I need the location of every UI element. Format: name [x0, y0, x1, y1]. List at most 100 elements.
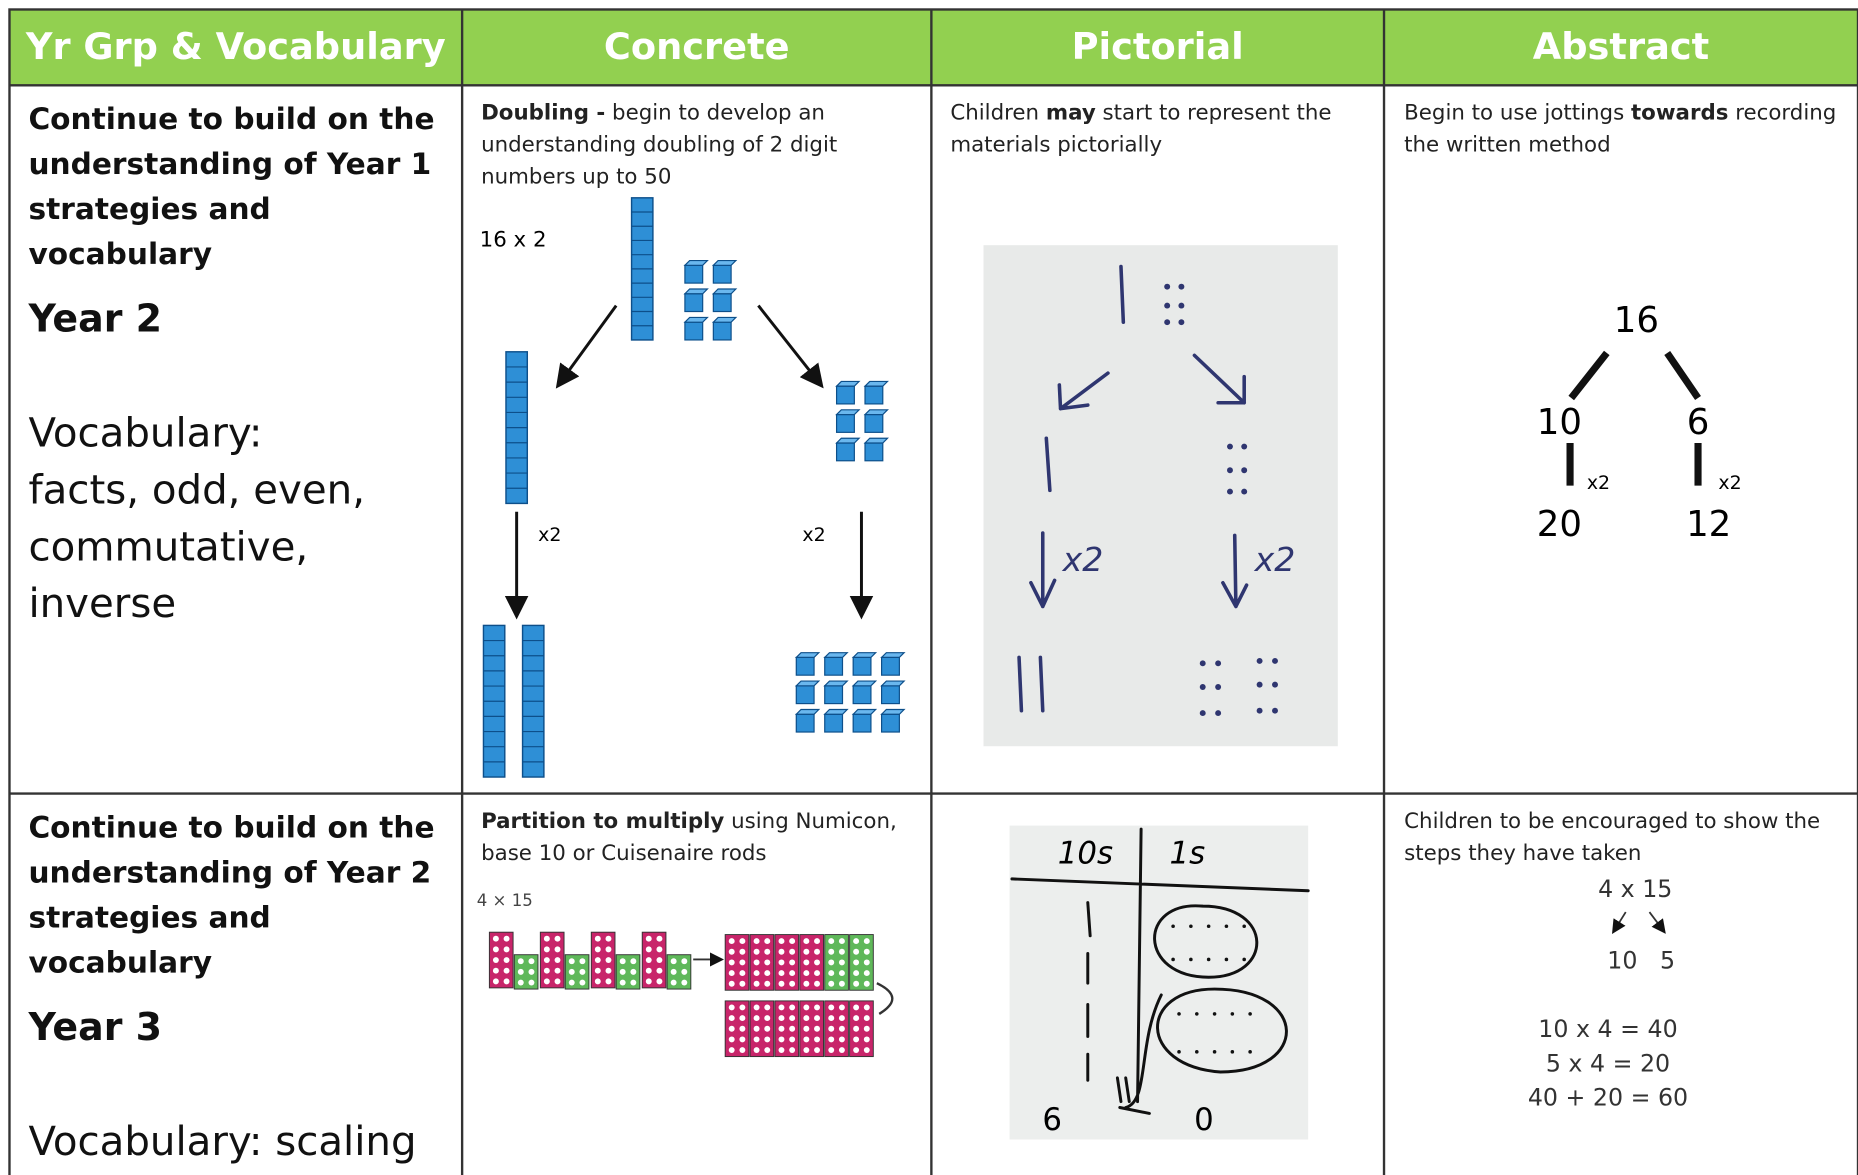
numicon-hole: [863, 970, 870, 977]
numicon-hole: [728, 948, 735, 955]
cube-top: [851, 708, 878, 715]
numicon-hole: [828, 938, 835, 945]
numicon-hole: [814, 1015, 820, 1022]
numicon-hole: [828, 948, 835, 955]
numicon-hole: [838, 1025, 845, 1032]
numicon-hole: [554, 967, 561, 974]
numicon-hole: [568, 958, 575, 965]
numicon-hole: [778, 959, 785, 966]
unit-cube: [881, 656, 900, 676]
table-borders: [8, 8, 1858, 1175]
numicon-hole: [670, 958, 677, 965]
numicon-hole: [670, 968, 677, 975]
arrow: [555, 304, 618, 389]
numicon-hole: [838, 970, 845, 977]
numicon-hole: [619, 968, 626, 975]
numicon-hole: [803, 1004, 810, 1011]
numicon-hole: [528, 979, 535, 986]
numicon-hole: [554, 946, 561, 953]
numicon-piece: [824, 1000, 849, 1058]
numicon-hole: [814, 959, 820, 966]
equations: 10 x 4 = 40 5 x 4 = 20 40 + 20 = 60: [1528, 1015, 1688, 1112]
arrow: [757, 304, 824, 389]
numicon-hole: [739, 1004, 746, 1011]
numicon-hole: [753, 1015, 760, 1022]
numicon-hole: [814, 1036, 820, 1043]
numicon-hole: [814, 980, 820, 987]
numicon-hole: [863, 948, 870, 955]
numicon-hole: [568, 979, 575, 986]
numicon-hole: [503, 935, 510, 942]
numicon-hole: [568, 968, 575, 975]
photo: [983, 245, 1338, 747]
numicon-hole: [753, 1004, 760, 1011]
unit-cube: [795, 656, 815, 676]
tree-lines: [1566, 350, 1702, 486]
cube-top: [683, 259, 709, 266]
numicon-hole: [863, 938, 870, 945]
numicon-hole: [728, 1015, 735, 1022]
unit-cube: [712, 293, 732, 313]
numicon-piece: [749, 1000, 775, 1058]
numicon-hole: [764, 938, 771, 945]
numicon-hole: [619, 958, 626, 965]
unit-cube: [864, 413, 884, 433]
unit-cube: [824, 713, 844, 733]
numicon-hole: [828, 1004, 835, 1011]
numicon-hole: [853, 1047, 860, 1054]
numicon-hole: [543, 978, 550, 985]
text: Begin to use jottings: [1404, 100, 1631, 126]
text: start to represent the materials pictori…: [950, 100, 1332, 158]
cube-top: [863, 437, 889, 444]
numicon-hole: [838, 948, 845, 955]
unit-cube: [684, 264, 704, 284]
numicon-hole: [543, 935, 550, 942]
numicon-hole: [739, 1036, 746, 1043]
numicon-hole: [681, 958, 688, 965]
numicon-hole: [753, 1047, 760, 1054]
numicon-hole: [645, 978, 652, 985]
numicon-hole: [814, 1004, 820, 1011]
unit-cube: [864, 385, 884, 405]
handwritten-label: x2: [1062, 540, 1104, 579]
numicon-hole: [778, 1036, 785, 1043]
numicon-hole: [803, 1025, 810, 1032]
concrete-text: Doubling - begin to develop an understan…: [481, 97, 872, 193]
equation: 40 + 20 = 60: [1528, 1084, 1688, 1112]
numicon-hole: [739, 938, 746, 945]
tree-node: 6: [1687, 402, 1710, 443]
numicon-hole: [764, 1036, 771, 1043]
pictorial-text: Children may start to represent the mate…: [950, 97, 1353, 161]
text: Children: [950, 100, 1046, 126]
numicon-hole: [645, 935, 652, 942]
numicon-hole: [853, 938, 860, 945]
numicon-hole: [838, 1036, 845, 1043]
text: recording the written method: [1404, 100, 1837, 158]
numicon-hole: [605, 935, 612, 942]
numicon-hole: [656, 957, 663, 963]
numicon-hole: [739, 1015, 746, 1022]
numicon-piece: [774, 1000, 800, 1058]
cube-top: [880, 708, 906, 715]
numicon-hole: [863, 1025, 870, 1032]
bold-text: Partition to multiply: [481, 809, 725, 834]
numicon-hole: [778, 938, 785, 945]
numicon-hole: [739, 1047, 746, 1054]
numicon-hole: [803, 1036, 810, 1043]
bold-text: towards: [1630, 100, 1729, 126]
numicon-hole: [764, 1047, 771, 1054]
numicon-hole: [739, 980, 746, 987]
numicon-hole: [853, 1004, 860, 1011]
numicon-hole: [863, 1047, 870, 1054]
numicon-hole: [579, 968, 586, 975]
numicon-hole: [681, 968, 688, 975]
numicon-hole: [838, 1015, 845, 1022]
numicon-hole: [778, 980, 785, 987]
numicon-piece: [799, 934, 825, 991]
arrow: [876, 982, 894, 1015]
numicon-hole: [863, 959, 870, 966]
numicon-hole: [753, 1025, 760, 1032]
unit-cube: [824, 656, 844, 676]
numicon-hole: [492, 946, 499, 953]
